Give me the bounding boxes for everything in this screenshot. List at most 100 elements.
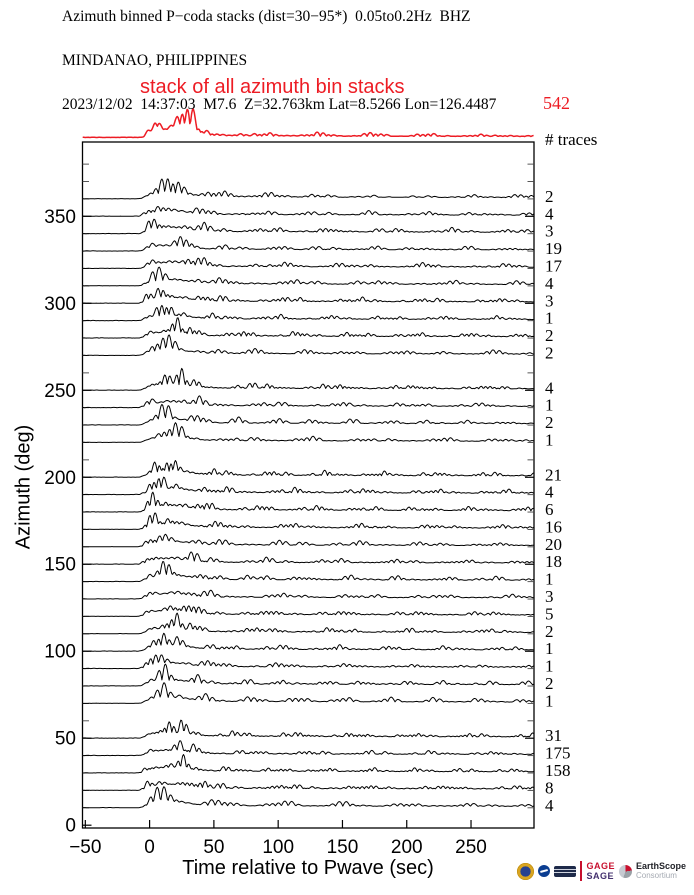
total-trace-count: 542 xyxy=(543,93,570,113)
trace-waveform-az110 xyxy=(82,612,534,635)
trace-waveform-az200 xyxy=(82,460,534,478)
consortium-label: Consortium xyxy=(635,871,677,880)
trace-count-az360: 2 xyxy=(545,187,554,206)
trace-waveform-az100 xyxy=(82,632,534,652)
trace-count-az90: 1 xyxy=(545,657,554,676)
trace-waveform-az120 xyxy=(82,605,534,617)
plot-frame xyxy=(81,141,535,829)
trace-count-az230: 2 xyxy=(545,413,554,432)
trace-count-az190: 4 xyxy=(545,483,554,502)
gage-sage-divider xyxy=(580,861,583,881)
y-tick-label: 250 xyxy=(44,381,76,402)
trace-count-az50: 31 xyxy=(545,726,562,745)
trace-count-column-header: # traces xyxy=(545,130,598,149)
event-region: MINDANAO, PHILIPPINES xyxy=(62,52,248,69)
trace-count-az330: 19 xyxy=(545,239,562,258)
trace-count-az350: 4 xyxy=(545,204,554,223)
title-line: Azimuth binned P−coda stacks (dist=30−95… xyxy=(62,8,471,25)
trace-waveform-az140 xyxy=(82,561,534,583)
x-tick-label: 150 xyxy=(327,837,359,858)
trace-count-az170: 16 xyxy=(545,517,562,536)
trace-count-az80: 2 xyxy=(545,674,554,693)
trace-count-az30: 158 xyxy=(545,761,571,780)
trace-count-az240: 1 xyxy=(545,396,554,415)
trace-count-az20: 8 xyxy=(545,778,554,797)
trace-waveform-az50 xyxy=(82,719,534,739)
trace-count-az40: 175 xyxy=(545,744,571,763)
trace-waveform-az80 xyxy=(82,663,534,687)
trace-waveform-az350 xyxy=(82,206,534,217)
x-tick-label: 250 xyxy=(455,837,487,858)
trace-waveform-az360 xyxy=(82,178,534,200)
event-origin-info: 2023/12/02 14:37:03 M7.6 Z=32.763km Lat=… xyxy=(62,96,497,113)
trace-waveform-az340 xyxy=(82,218,534,235)
trace-waveform-az70 xyxy=(82,682,534,704)
trace-waveform-az230 xyxy=(82,403,534,426)
sage-label: SAGE xyxy=(586,871,614,881)
trace-waveform-az170 xyxy=(82,512,534,530)
trace-waveform-az220 xyxy=(82,422,534,443)
trace-waveform-az320 xyxy=(82,257,534,269)
y-tick-label: 300 xyxy=(44,294,76,315)
y-tick-label: 50 xyxy=(55,729,76,750)
trace-waveform-az10 xyxy=(82,786,534,809)
trace-waveform-az300 xyxy=(82,287,534,304)
trace-count-az220: 1 xyxy=(545,430,554,449)
trace-waveform-az180 xyxy=(82,491,534,513)
trace-waveform-az20 xyxy=(82,780,534,791)
trace-count-az140: 1 xyxy=(545,570,554,589)
trace-count-az150: 18 xyxy=(545,552,562,571)
nsf-logo-icon xyxy=(517,862,535,880)
y-tick-label: 100 xyxy=(44,642,76,663)
trace-count-az180: 6 xyxy=(545,500,554,519)
trace-waveform-az240 xyxy=(82,395,534,409)
x-axis-label: Time relative to Pwave (sec) xyxy=(182,857,434,879)
figure-title-block: Azimuth binned P−coda stacks (dist=30−95… xyxy=(62,6,496,116)
trace-count-az120: 5 xyxy=(545,604,554,623)
trace-count-az280: 2 xyxy=(545,326,554,345)
trace-count-az320: 17 xyxy=(545,256,563,275)
trace-count-az130: 3 xyxy=(545,587,554,606)
trace-count-az160: 20 xyxy=(545,535,562,554)
trace-waveform-az130 xyxy=(82,589,534,600)
trace-waveform-az310 xyxy=(82,266,534,287)
gage-label: GAGE xyxy=(586,861,615,871)
trace-count-az100: 1 xyxy=(545,639,554,658)
trace-count-az10: 4 xyxy=(545,796,554,815)
trace-waveform-az40 xyxy=(82,740,534,757)
trace-count-az300: 3 xyxy=(545,291,554,310)
trace-waveform-az190 xyxy=(82,476,534,496)
nasa-logo-icon xyxy=(538,865,551,877)
x-tick-label: 100 xyxy=(262,837,294,858)
trace-count-az250: 4 xyxy=(545,378,554,397)
overall-stack-waveform xyxy=(82,108,534,139)
trace-waveform-az90 xyxy=(82,654,534,670)
x-tick-label: 0 xyxy=(144,837,155,858)
trace-count-az110: 2 xyxy=(545,622,554,641)
y-tick-label: 150 xyxy=(44,555,76,576)
y-tick-label: 200 xyxy=(44,468,76,489)
y-tick-label: 0 xyxy=(65,816,76,837)
sponsor-logo-strip: GAGE SAGE EarthScope Consortium xyxy=(517,858,686,884)
trace-waveform-az290 xyxy=(82,304,534,322)
x-tick-label: 50 xyxy=(203,837,224,858)
trace-count-az70: 1 xyxy=(545,691,554,710)
trace-count-az310: 4 xyxy=(545,274,554,293)
trace-count-az270: 2 xyxy=(545,343,554,362)
x-tick-label: −50 xyxy=(69,837,101,858)
overall-stack-annotation: stack of all azimuth bin stacks xyxy=(140,76,405,98)
usgs-logo-icon xyxy=(554,865,577,877)
earthscope-globe-icon xyxy=(618,864,632,878)
trace-waveform-az250 xyxy=(82,367,534,391)
trace-waveform-az270 xyxy=(82,334,534,356)
trace-waveform-az150 xyxy=(82,551,534,565)
x-tick-label: 200 xyxy=(391,837,423,858)
earthscope-label: EarthScope xyxy=(635,861,686,871)
trace-waveform-az280 xyxy=(82,317,534,339)
trace-count-az200: 21 xyxy=(545,465,562,484)
trace-count-az290: 1 xyxy=(545,309,554,328)
trace-count-az340: 3 xyxy=(545,222,554,241)
trace-waveform-az30 xyxy=(82,754,534,774)
trace-waveform-az160 xyxy=(82,533,534,548)
